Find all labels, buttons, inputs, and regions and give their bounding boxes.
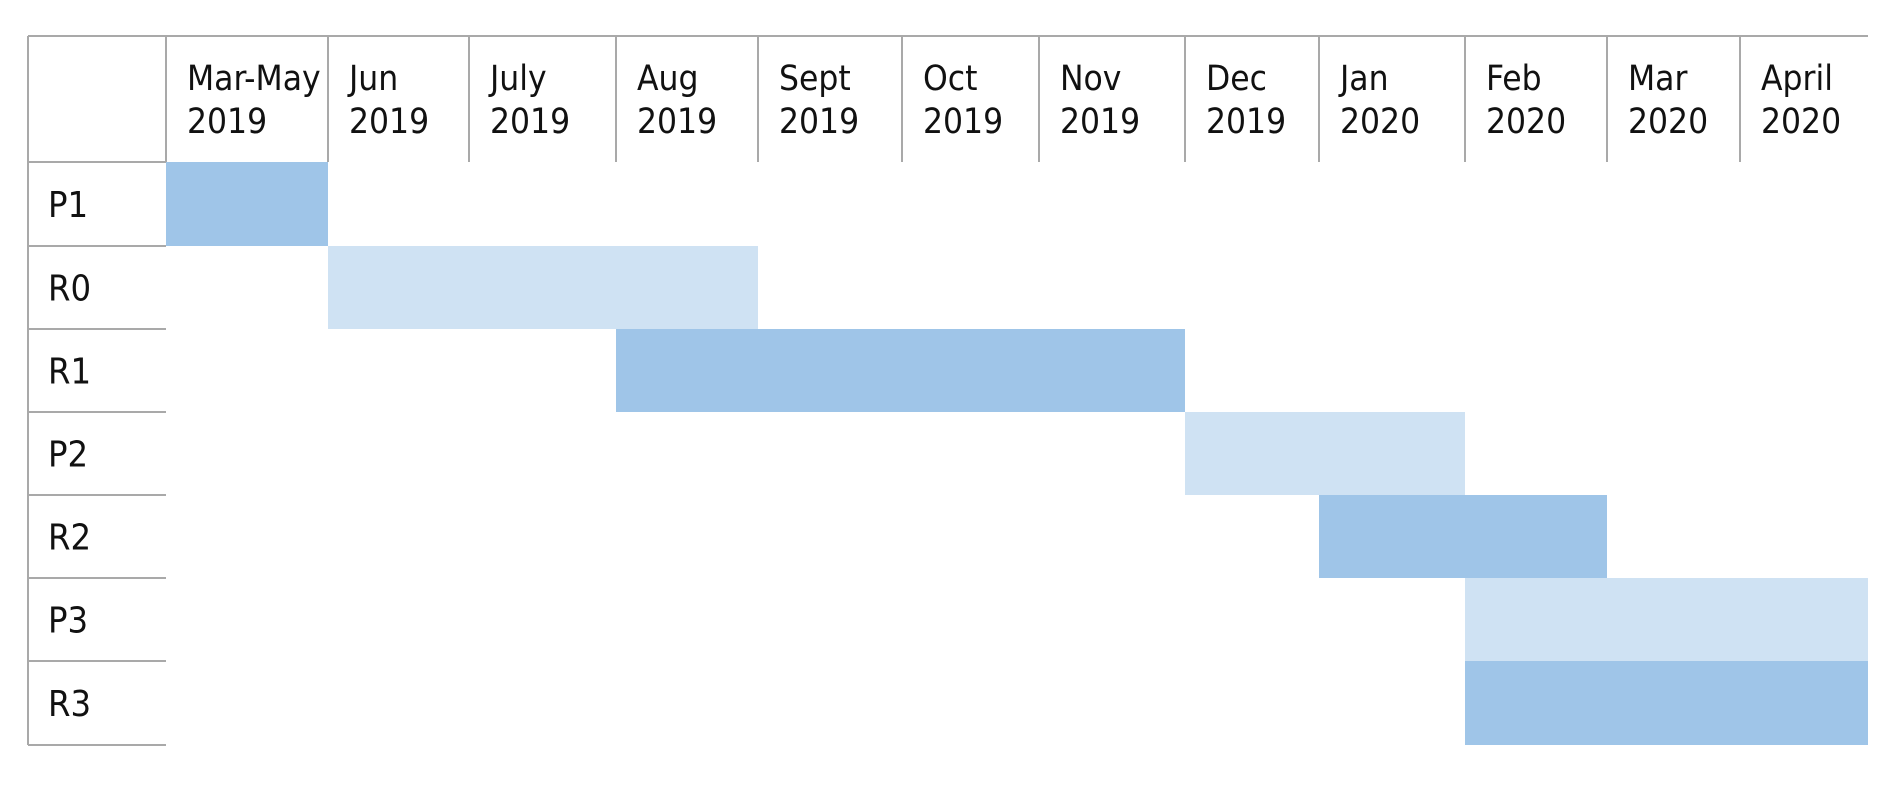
- period-label: Mar 2020: [1628, 59, 1708, 142]
- period-year: 2019: [1206, 102, 1286, 142]
- period-year: 2019: [490, 102, 570, 142]
- task-label-r0: R0: [48, 269, 91, 310]
- period-year: 2019: [637, 102, 717, 142]
- period-year: 2019: [923, 102, 1003, 142]
- period-label: Aug 2019: [637, 59, 717, 142]
- period-label: Oct 2019: [923, 59, 1003, 142]
- period-month: Mar: [1628, 59, 1687, 99]
- task-bar-p3: [1465, 578, 1868, 661]
- task-bar-r3: [1465, 661, 1868, 745]
- task-bar-r2: [1319, 495, 1607, 578]
- period-label: Nov 2019: [1060, 59, 1140, 142]
- period-month: Feb: [1486, 59, 1542, 99]
- task-label-p1: P1: [48, 185, 88, 226]
- period-year: 2019: [1060, 102, 1140, 142]
- period-month: Sept: [779, 59, 851, 99]
- period-label: Dec 2019: [1206, 59, 1286, 142]
- task-label-r3: R3: [48, 684, 91, 725]
- task-bar-r1: [616, 329, 1185, 412]
- task-bar-r0: [328, 246, 758, 329]
- period-year: 2019: [187, 102, 267, 142]
- task-label-r1: R1: [48, 352, 91, 393]
- task-label-p3: P3: [48, 601, 88, 642]
- period-label: Feb 2020: [1486, 59, 1566, 142]
- period-month: April: [1761, 59, 1833, 99]
- period-month: Jun: [347, 59, 398, 99]
- period-year: 2020: [1486, 102, 1566, 142]
- period-month: Nov: [1060, 59, 1121, 99]
- period-label: April 2020: [1761, 59, 1841, 142]
- period-year: 2019: [349, 102, 429, 142]
- period-month: Aug: [637, 59, 699, 99]
- task-bars: [166, 162, 1868, 745]
- grid-lines: [27, 35, 1868, 746]
- period-label: Sept 2019: [779, 59, 859, 142]
- period-month: Dec: [1206, 59, 1267, 99]
- period-year: 2020: [1761, 102, 1841, 142]
- task-bar-p2: [1185, 412, 1465, 495]
- period-month: July: [488, 59, 547, 99]
- period-year: 2019: [779, 102, 859, 142]
- period-year: 2020: [1628, 102, 1708, 142]
- task-bar-p1: [166, 162, 328, 246]
- period-label: Jun 2019: [347, 59, 429, 142]
- period-year: 2020: [1340, 102, 1420, 142]
- task-label-p2: P2: [48, 435, 88, 476]
- period-label: July 2019: [488, 59, 570, 142]
- period-month: Mar-May: [187, 59, 321, 99]
- period-month: Jan: [1338, 59, 1389, 99]
- period-month: Oct: [923, 59, 977, 99]
- task-label-r2: R2: [48, 518, 91, 559]
- period-label: Jan 2020: [1338, 59, 1420, 142]
- period-label: Mar-May 2019: [187, 59, 321, 142]
